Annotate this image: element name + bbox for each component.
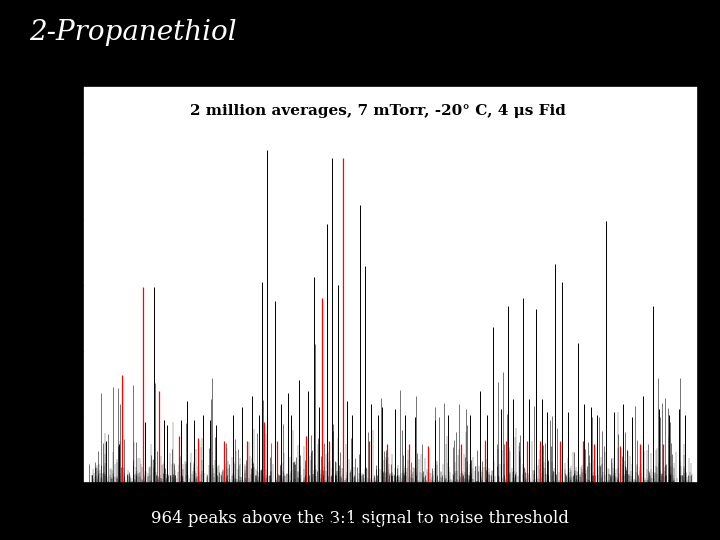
Text: 2 million averages, 7 mTorr, -20° C, 4 μs Fid: 2 million averages, 7 mTorr, -20° C, 4 μ… — [190, 104, 566, 118]
Y-axis label: MW Signal (arb. Units): MW Signal (arb. Units) — [26, 195, 40, 374]
X-axis label: Frequency (GHz): Frequency (GHz) — [318, 516, 463, 533]
Text: 2-Propanethiol: 2-Propanethiol — [29, 19, 236, 46]
Text: 964 peaks above the 3:1 signal to noise threshold: 964 peaks above the 3:1 signal to noise … — [151, 510, 569, 526]
